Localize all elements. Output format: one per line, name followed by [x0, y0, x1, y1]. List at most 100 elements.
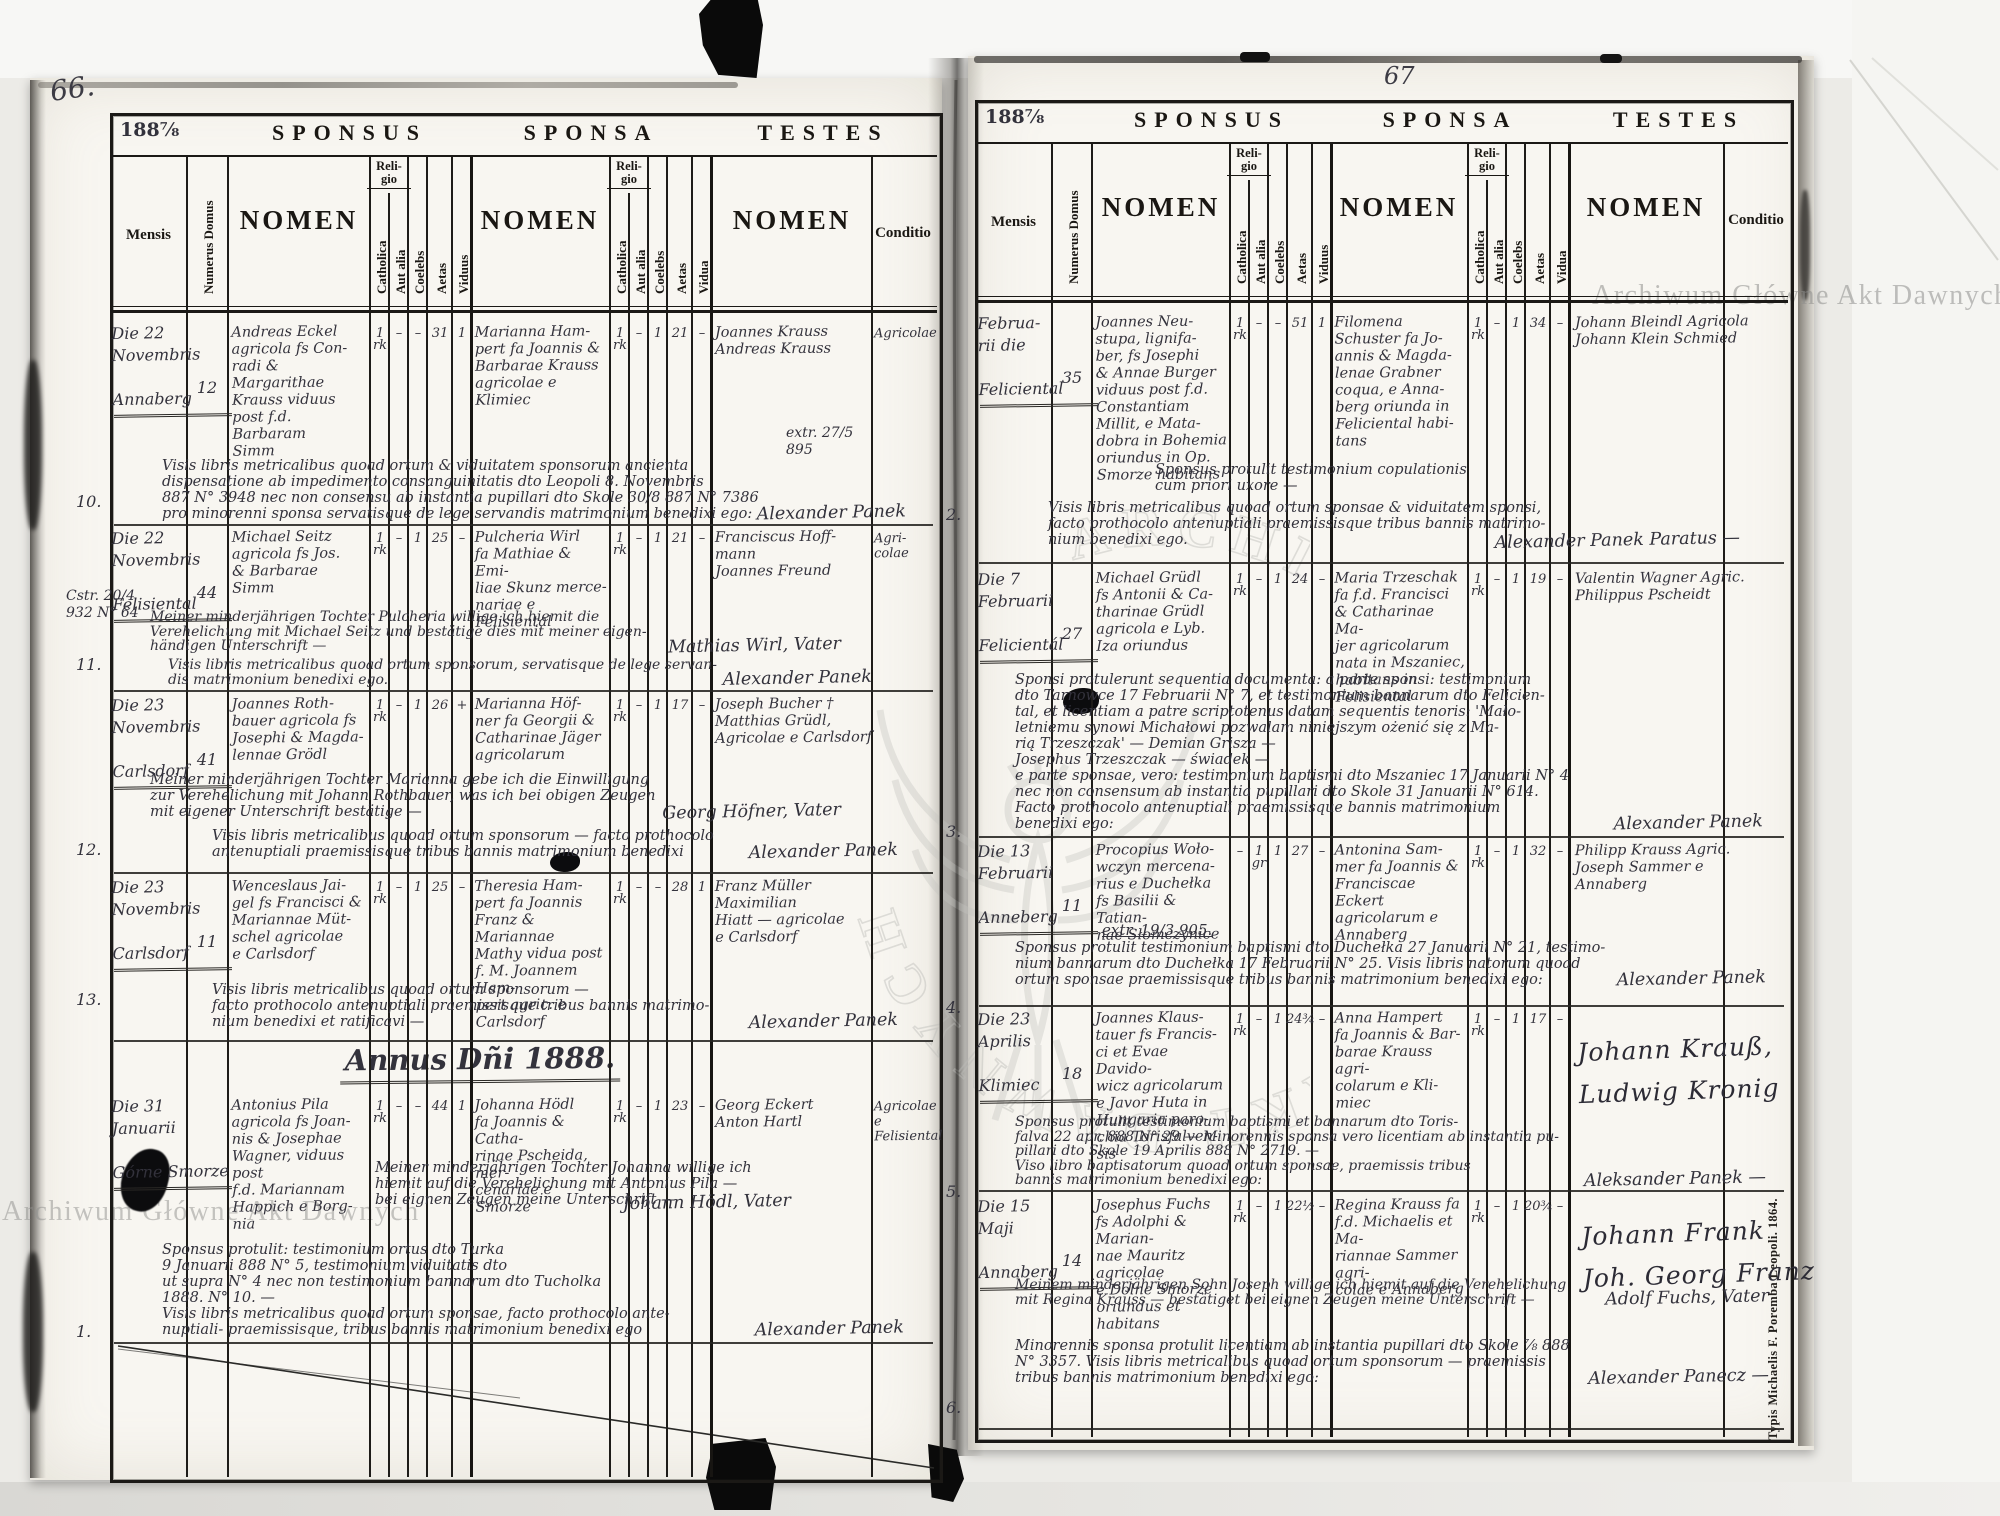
margin-entry-number: 10. — [76, 492, 102, 511]
entry-note-text: Meiner minderjährigen Tochter Johanna wi… — [375, 1160, 752, 1208]
column-line — [1229, 142, 1231, 1437]
aut-alia-header: Aut alia — [393, 249, 408, 294]
sponsus-catholica-value: 1 rk — [372, 1099, 388, 1126]
margin-entry-number: 2. — [946, 505, 962, 524]
binding-smudge-upper — [24, 360, 42, 530]
left-register-table — [110, 113, 943, 1483]
sponsa-aetas-value: 28 — [671, 880, 689, 895]
sponsa-coelebs-value: – — [654, 880, 662, 895]
sponsus-name: Wenceslaus Jai- gel fs Francisci & Maria… — [231, 877, 362, 963]
sponsus-aut-alia-value: – — [395, 880, 403, 895]
testes-names: Georg Eckert Anton Hartl — [714, 1096, 814, 1131]
column-line — [1051, 142, 1053, 1437]
sponsa-aut-alia-value: – — [635, 326, 643, 341]
vidua-header: Vidua — [1554, 250, 1569, 284]
sponsus-aetas-value: 26 — [431, 698, 449, 713]
sponsus-aut-alia-value: – — [1255, 1199, 1263, 1214]
column-line — [1486, 180, 1488, 1437]
left-page-number: 66. — [47, 69, 97, 108]
column-line — [407, 155, 409, 1477]
column-line — [1549, 142, 1551, 1437]
sponsus-coelebs-value: 1 — [1273, 1199, 1283, 1214]
entry-note-text: Minorennis sponsa protulit licentiam ab … — [1015, 1338, 1570, 1386]
testes-names: Franz Müller Maximilian Hiatt — agricola… — [714, 877, 845, 946]
entry-note-text: Visis libris metricalibus quoad ortum & … — [162, 458, 759, 522]
sponsus-aetas-value: 51 — [1291, 316, 1309, 331]
column-line — [1568, 142, 1571, 1437]
sponsa-aut-alia-value: – — [1493, 572, 1501, 587]
entry-note: Visis libris metricalibus quoad ortum & … — [162, 458, 920, 529]
ink-blot-right — [1063, 688, 1099, 714]
sponsus-coelebs-value: 1 — [413, 880, 423, 895]
column-line — [1091, 142, 1093, 1437]
ink-blot-left-small — [550, 852, 580, 872]
sponsa-name: Marianna Höf- ner fa Georgii & Catharina… — [474, 695, 601, 764]
sponsus-aetas-value: 24 — [1291, 572, 1309, 587]
sponsus-name: Joannes Neu- stupa, lignifa- ber, fs Jos… — [1095, 313, 1227, 484]
column-line — [609, 155, 611, 1477]
entry-house-number: 35 — [1061, 368, 1083, 387]
margin-entry-number: 6. — [946, 1398, 962, 1417]
sponsa-aut-alia-value: – — [635, 531, 643, 546]
header-bottom-rule — [975, 300, 1788, 303]
column-line — [666, 155, 668, 1477]
sponsus-aetas-value: 27 — [1291, 844, 1309, 859]
entry-note-text: Meiner minderjährigen Tochter Pulcheria … — [150, 609, 647, 654]
coelebs-header: Coelebs — [652, 250, 667, 294]
right-page-number: 67 — [1384, 62, 1415, 90]
entry-note: Sponsus protulit testimonium copulationi… — [1155, 462, 1585, 494]
entry-note-text: Meiner minderjährigen Tochter Marianna g… — [150, 772, 656, 820]
sponsus-viduus-value: – — [458, 531, 466, 546]
entry-note: Meiner minderjährigen Tochter Johanna wi… — [375, 1160, 805, 1215]
sponsa-name: Filomena Schuster fa Jo- annis & Magda- … — [1334, 313, 1454, 450]
sponsus-coelebs-value: 1 — [413, 531, 423, 546]
sponsa-vidua-value: – — [698, 326, 706, 341]
coelebs-header: Coelebs — [412, 250, 427, 294]
coelebs-header: Coelebs — [1510, 240, 1525, 284]
entry-separator — [114, 524, 933, 526]
column-line — [1524, 142, 1526, 1437]
column-line — [1286, 142, 1288, 1437]
entry-note-text: extr. 19/3 905. — [1102, 921, 1213, 939]
nomen-header-testes: NOMEN — [732, 205, 852, 235]
scan-background-right — [1852, 0, 2000, 1516]
column-line — [1467, 142, 1469, 1437]
section-header-sponsus: SPONSUS — [271, 120, 428, 145]
entry-note: Visis libris metricalibus quoad ortum sp… — [168, 658, 886, 694]
sponsa-vidua-value: 1 — [697, 880, 707, 895]
sponsus-aut-alia-value: – — [395, 1099, 403, 1114]
section-header-sponsa: SPONSA — [523, 120, 659, 145]
top-edge-nub-1 — [1240, 52, 1270, 62]
sponsa-aetas-value: 21 — [671, 326, 689, 341]
sponsus-aetas-value: 24¾ — [1286, 1012, 1316, 1027]
sponsus-aut-alia-value: – — [1255, 572, 1263, 587]
column-line — [628, 193, 630, 1477]
sponsus-aetas-value: 22½ — [1286, 1199, 1316, 1214]
sponsa-aetas-value: 19 — [1529, 572, 1547, 587]
mensis-header: Mensis — [991, 214, 1036, 230]
entry-separator — [114, 1040, 933, 1042]
right-register-table — [975, 100, 1794, 1443]
sponsa-aetas-value: 17 — [671, 698, 689, 713]
sponsa-catholica-value: 1 rk — [612, 326, 628, 353]
sponsa-aut-alia-value: – — [635, 880, 643, 895]
sponsus-catholica-value: – — [1236, 844, 1244, 859]
column-line — [186, 155, 188, 1477]
entry-date: Die 7 Februarii Felicientál — [977, 569, 1064, 656]
sponsa-coelebs-value: 1 — [1511, 844, 1521, 859]
sponsus-name: Joannes Roth- bauer agricola fs Josephi … — [231, 695, 364, 764]
aut-alia-header: Aut alia — [633, 249, 648, 294]
sponsa-aetas-value: 23 — [671, 1099, 689, 1114]
coelebs-header: Coelebs — [1272, 240, 1287, 284]
entry-house-number: 11 — [196, 932, 218, 951]
sponsa-aut-alia-value: – — [1493, 1012, 1501, 1027]
archive-watermark-top-right: Archiwum Główne Akt Dawnych — [1592, 280, 2000, 311]
numerus-domus-header: Numerus Domus — [1066, 190, 1081, 284]
entry-house-number: 14 — [1061, 1251, 1083, 1270]
column-line — [1723, 142, 1725, 1437]
column-line — [647, 155, 649, 1477]
entry-date: Die 23 Novembris Carlsdorf — [111, 695, 201, 782]
viduus-header: Viduus — [456, 254, 471, 294]
sponsus-catholica-value: 1 rk — [1232, 572, 1248, 599]
